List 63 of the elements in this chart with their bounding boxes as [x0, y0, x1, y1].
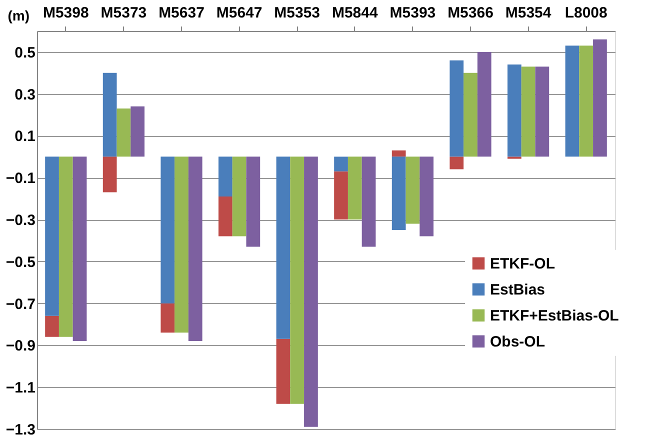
y-tick-label: −0.7 [6, 296, 36, 313]
bar [565, 46, 580, 157]
bar [276, 156, 290, 339]
bar [392, 150, 406, 157]
y-axis-title: (m) [8, 8, 30, 24]
bar [45, 156, 59, 316]
bar [160, 156, 175, 304]
bar [392, 156, 406, 230]
bar [507, 64, 522, 157]
x-tick-label: M5354 [505, 4, 552, 22]
y-tick-label: −0.1 [6, 170, 36, 188]
bar [450, 60, 464, 157]
bar [406, 156, 420, 224]
bar [72, 156, 87, 342]
bar [218, 156, 232, 196]
x-tick-label: M5393 [390, 4, 436, 22]
bar [420, 156, 434, 236]
bar [174, 156, 188, 333]
y-tick-label: 0.3 [14, 86, 36, 104]
bar [521, 66, 536, 157]
x-tick-label: M5398 [42, 4, 89, 22]
bar [232, 156, 246, 236]
y-tick-label: −0.5 [6, 254, 36, 271]
bar [304, 156, 318, 427]
bar [130, 106, 145, 157]
y-tick-label: 0.1 [14, 128, 36, 146]
x-tick-label: M5637 [158, 4, 204, 22]
y-tick-label: 0.5 [14, 44, 36, 62]
y-tick-label: −0.3 [6, 212, 36, 230]
y-tick-label: −0.9 [6, 338, 36, 355]
bar [334, 156, 348, 172]
bar [218, 196, 232, 236]
y-tick-label: −1.3 [6, 422, 36, 438]
legend-label: ETKF+EstBias-OL [490, 307, 619, 324]
x-tick-label: M5366 [448, 4, 494, 22]
bar [362, 156, 376, 247]
bar [477, 52, 492, 157]
bar [276, 338, 290, 404]
x-tick-label: L8008 [564, 4, 608, 22]
legend-label: Obs-OL [490, 333, 545, 350]
bar [579, 46, 594, 157]
bar [246, 156, 260, 247]
x-tick-label: M5353 [274, 4, 320, 22]
bar [593, 39, 607, 157]
x-tick-label: M5647 [216, 4, 262, 22]
bar [188, 156, 202, 342]
bar [58, 156, 73, 337]
bar [334, 171, 348, 220]
bar [102, 72, 117, 157]
bar [348, 156, 362, 220]
bar [464, 72, 478, 157]
bar [450, 156, 464, 170]
bar [290, 156, 304, 404]
x-tick-label: M5844 [332, 4, 378, 22]
legend-label: EstBias [490, 281, 546, 298]
bar [116, 108, 131, 157]
bar [535, 66, 550, 157]
legend-label: ETKF-OL [490, 255, 555, 272]
bar [160, 303, 175, 333]
y-tick-label: −1.1 [6, 380, 36, 397]
bar [102, 156, 117, 192]
x-tick-label: M5373 [100, 4, 147, 22]
bar [45, 316, 59, 337]
